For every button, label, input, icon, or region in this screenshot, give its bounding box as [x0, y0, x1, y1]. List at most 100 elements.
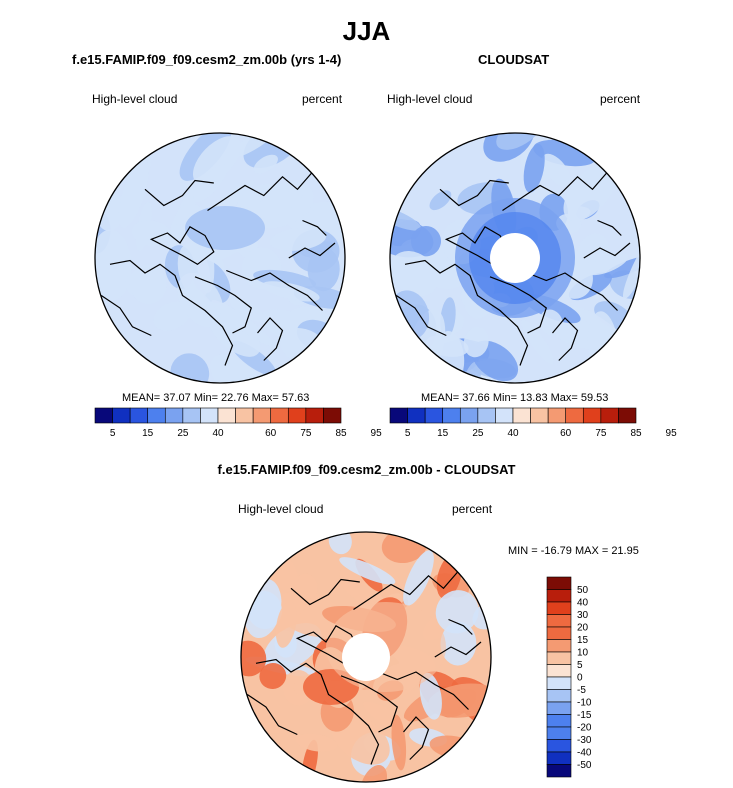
coastline [489, 276, 548, 334]
field-patch [403, 550, 434, 606]
field-patch [185, 206, 265, 250]
field-patch [129, 264, 167, 305]
field-patch [192, 136, 241, 185]
colorbar-swatch [546, 751, 572, 765]
field-patch [390, 250, 438, 297]
field-patch [429, 190, 452, 211]
panel3-left-label: High-level cloud [238, 502, 324, 516]
colorbar-tick-label: -20 [577, 723, 592, 734]
colorbar-tick-label: -30 [577, 735, 592, 746]
colorbar-tick-label: 75 [595, 428, 607, 439]
colorbar-tick-label: 75 [300, 428, 312, 439]
field-patch [261, 281, 320, 302]
colorbar-swatch [217, 407, 236, 424]
colorbar-tick-label: -15 [577, 710, 592, 721]
colorbar-tick-label: 60 [265, 428, 277, 439]
field-patch [435, 590, 479, 634]
panel1-stats: MEAN= 37.07 Min= 22.76 Max= 57.63 [122, 392, 310, 404]
panel2-stats: MEAN= 37.66 Min= 13.83 Max= 59.53 [421, 392, 609, 404]
pole-hole [342, 633, 390, 681]
colorbar-tick-label: -10 [577, 698, 592, 709]
colorbar-tick-label: 20 [577, 623, 589, 634]
field-patch [248, 191, 303, 220]
coastline [207, 170, 315, 211]
field-patch [153, 301, 191, 331]
field-patch [295, 573, 318, 600]
panel1-left-label: High-level cloud [92, 92, 178, 106]
colorbar-tick-label: 30 [577, 610, 589, 621]
coastline [226, 269, 323, 311]
colorbar-swatch [600, 407, 619, 424]
colorbar-tick-label: 95 [371, 428, 383, 439]
coastline [404, 259, 529, 366]
coastlines [395, 170, 631, 366]
colorbar-swatch [129, 407, 149, 424]
map-panel-2: 5 15 25 40 60 75 85 95 [389, 132, 678, 439]
colorbar-swatch [546, 714, 572, 728]
colorbar-swatch [546, 689, 572, 703]
panel1-right-label: percent [302, 92, 343, 106]
field-patch [419, 672, 442, 720]
colorbar-tick-label: 40 [507, 428, 519, 439]
coastline [502, 170, 610, 211]
field-patch [295, 733, 338, 752]
panel3-right-label: percent [452, 502, 493, 516]
coastline [302, 219, 327, 236]
colorbar-swatch [546, 701, 572, 715]
field-patch [307, 247, 340, 292]
coastline [448, 618, 473, 635]
panel3-title: f.e15.FAMIP.f09_f09.cesm2_zm.00b - CLOUD… [217, 462, 516, 477]
coastline [597, 219, 622, 236]
field-patch [131, 220, 172, 247]
colorbar-tick-label: -5 [577, 685, 586, 696]
field-patch [463, 326, 489, 358]
colorbar-tick-label: 60 [560, 428, 572, 439]
coastline [353, 569, 461, 610]
colorbar-swatch [323, 407, 342, 424]
colorbar-swatch [546, 739, 572, 753]
colorbar-swatch [182, 407, 201, 424]
colorbar-swatch [442, 407, 461, 424]
colorbar-tick-label: 40 [212, 428, 224, 439]
field-patch [539, 309, 563, 336]
map-outline [240, 531, 492, 783]
field-patch [210, 354, 264, 383]
field-patch [241, 640, 267, 677]
colorbar-tick-label: 5 [110, 428, 116, 439]
field-patch [521, 319, 554, 365]
field-patch [563, 163, 617, 222]
colorbar-swatch [546, 639, 572, 653]
field-patch [259, 662, 287, 690]
field-patch [496, 133, 543, 150]
colorbar-swatch [546, 676, 572, 690]
coastline [552, 317, 579, 361]
colorbar-swatch [547, 407, 567, 424]
colorbar-swatch [287, 407, 307, 424]
coastline [109, 259, 234, 366]
coastline [295, 624, 361, 665]
coastline [149, 225, 215, 266]
panel2-right-label: percent [600, 92, 641, 106]
map-outline [389, 132, 641, 384]
colorbar-1: 5 15 25 40 60 75 85 95 [94, 407, 383, 439]
colorbar-tick-label: 15 [577, 635, 589, 646]
colorbar-swatch [546, 726, 572, 740]
colorbar-tick-label: 95 [666, 428, 678, 439]
colorbar-swatch [546, 614, 572, 628]
colorbar-swatch [565, 407, 584, 424]
colorbar-tick-label: 85 [630, 428, 642, 439]
colorbar-swatch [94, 407, 113, 424]
colorbar-tick-label: 25 [472, 428, 484, 439]
colorbar-tick-label: 85 [335, 428, 347, 439]
colorbar-tick-label: 40 [577, 598, 589, 609]
panel3-stats: MIN = -16.79 MAX = 21.95 [508, 545, 639, 557]
colorbar-swatch [164, 407, 184, 424]
coastline [372, 668, 469, 710]
field-patch [95, 229, 132, 301]
field-patch [118, 159, 149, 228]
colorbar-swatch [389, 407, 408, 424]
map-panel-1: 5 15 25 40 60 75 85 95 [94, 132, 383, 439]
colorbar-swatch [546, 664, 572, 678]
panel1-title: f.e15.FAMIP.f09_f09.cesm2_zm.00b (yrs 1-… [72, 52, 342, 67]
